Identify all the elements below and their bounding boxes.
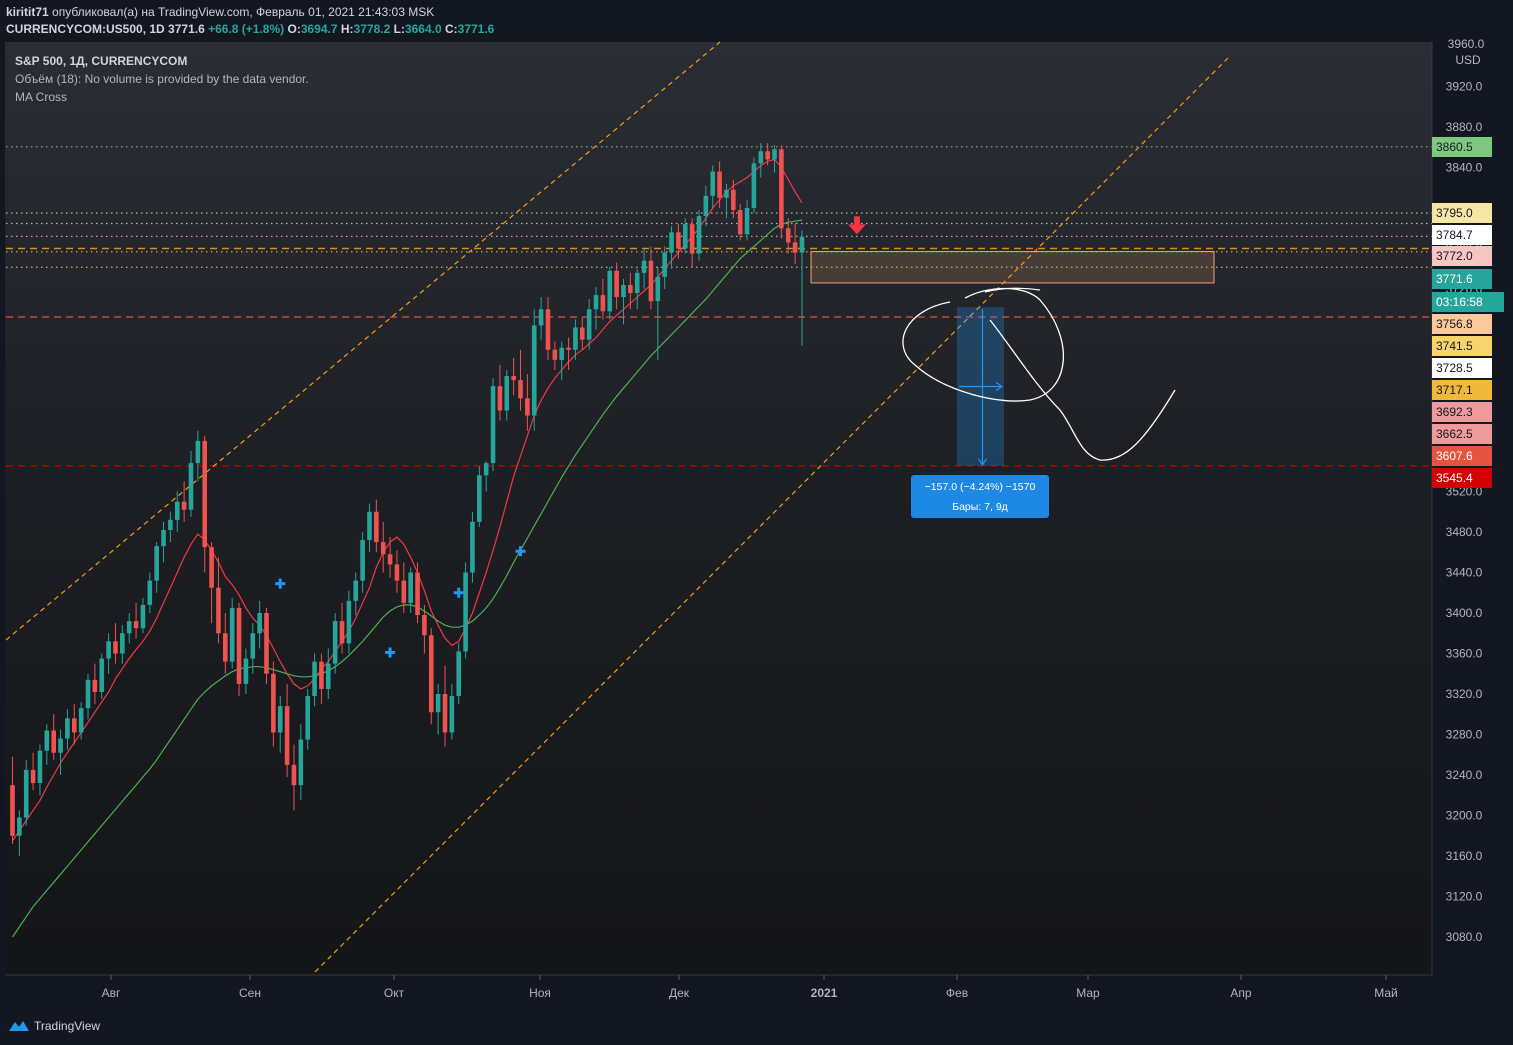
low-value: 3664.0	[404, 22, 442, 36]
brand-label: TradingView	[34, 1019, 101, 1033]
publish-info: kiritit71 опубликовал(а) на TradingView.…	[6, 5, 434, 19]
legend-indicator[interactable]: MA Cross	[15, 90, 68, 104]
close-label: C:	[444, 22, 458, 36]
close-value: 3771.6	[457, 22, 495, 36]
high-label: H:	[340, 22, 354, 36]
legend-title[interactable]: S&P 500, 1Д, CURRENCYCOM	[15, 54, 188, 68]
last-price: 3771.6	[168, 22, 205, 36]
tradingview-brand[interactable]: TradingView	[8, 1019, 100, 1033]
open-label: O:	[287, 22, 301, 36]
price-change: +66.8 (+1.8%)	[208, 22, 285, 36]
tradingview-logo-icon	[9, 1021, 29, 1031]
chart-area[interactable]	[5, 42, 1508, 1007]
author-name[interactable]: kiritit71	[6, 5, 49, 19]
low-label: L:	[393, 22, 405, 36]
chart-legend: S&P 500, 1Д, CURRENCYCOM Объём (18): No …	[15, 52, 309, 106]
footer: TradingView	[0, 1007, 1513, 1045]
header: kiritit71 опубликовал(а) на TradingView.…	[0, 0, 1513, 42]
symbol-name[interactable]: CURRENCYCOM:US500, 1D	[6, 22, 165, 36]
symbol-info: CURRENCYCOM:US500, 1D 3771.6 +66.8 (+1.8…	[6, 22, 494, 36]
high-value: 3778.2	[353, 22, 391, 36]
open-value: 3694.7	[300, 22, 338, 36]
legend-volume[interactable]: Объём (18): No volume is provided by the…	[15, 72, 309, 86]
published-text: опубликовал(а) на TradingView.com, Февра…	[52, 5, 435, 19]
